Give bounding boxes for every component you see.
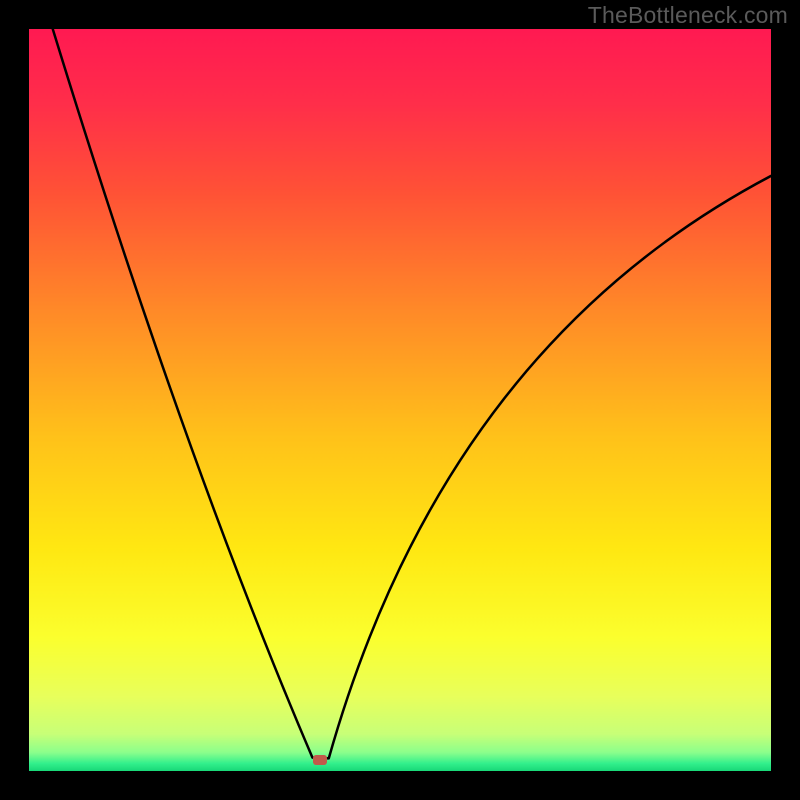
chart-frame: TheBottleneck.com <box>0 0 800 800</box>
bottleneck-curve <box>29 29 771 771</box>
watermark-text: TheBottleneck.com <box>588 2 788 29</box>
v-curve-path <box>53 29 771 758</box>
plot-area <box>29 29 771 771</box>
optimum-marker <box>313 755 327 765</box>
